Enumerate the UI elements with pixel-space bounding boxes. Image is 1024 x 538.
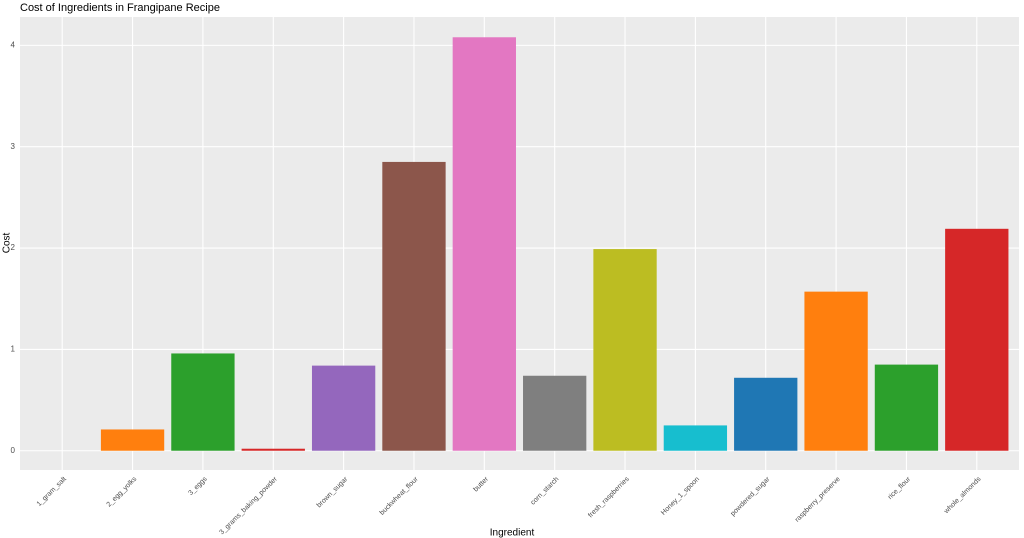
chart-title: Cost of Ingredients in Frangipane Recipe: [20, 2, 220, 14]
x-tick-label: 1_gram_salt: [36, 476, 68, 508]
x-tick-label: 3_grams_baking_powder: [218, 475, 279, 536]
bar: [945, 228, 1009, 451]
y-tick-label: 2: [11, 243, 16, 252]
bar: [382, 161, 446, 451]
panel: [20, 17, 1019, 470]
y-tick-label: 4: [11, 40, 16, 49]
x-tick-label: 2_egg_yolks: [106, 475, 139, 508]
bar: [804, 291, 868, 451]
bar: [171, 353, 235, 451]
y-tick-label: 3: [11, 142, 16, 151]
x-tick-label: 3_eggs: [187, 475, 209, 497]
x-tick-label: raspberry_preserve: [794, 476, 842, 524]
bar: [100, 429, 165, 451]
bar: [523, 375, 587, 451]
y-axis-title: Cost: [2, 232, 13, 253]
bar: [593, 249, 657, 451]
y-tick-label: 0: [11, 446, 16, 455]
x-tick-label: buckwheat_flour: [379, 475, 420, 516]
bar: [452, 37, 516, 451]
x-tick-label: fresh_raspberries: [587, 475, 631, 519]
x-tick-label: corn_starch: [530, 476, 561, 507]
y-tick-label: 1: [11, 345, 16, 354]
x-axis-title: Ingredient: [490, 528, 535, 538]
bar: [874, 364, 939, 451]
x-tick-label: Honey_1_spoon: [660, 476, 701, 517]
bar: [734, 377, 798, 451]
x-tick-label: whole_almonds: [942, 475, 982, 515]
x-tick-label: rice_flour: [887, 475, 913, 501]
x-tick-label: brown_sugar: [316, 475, 350, 509]
bar: [241, 448, 305, 451]
bar: [311, 365, 376, 451]
bar: [663, 425, 728, 451]
x-tick-label: butter: [472, 475, 490, 493]
x-tick-label: powdered_sugar: [730, 475, 772, 517]
